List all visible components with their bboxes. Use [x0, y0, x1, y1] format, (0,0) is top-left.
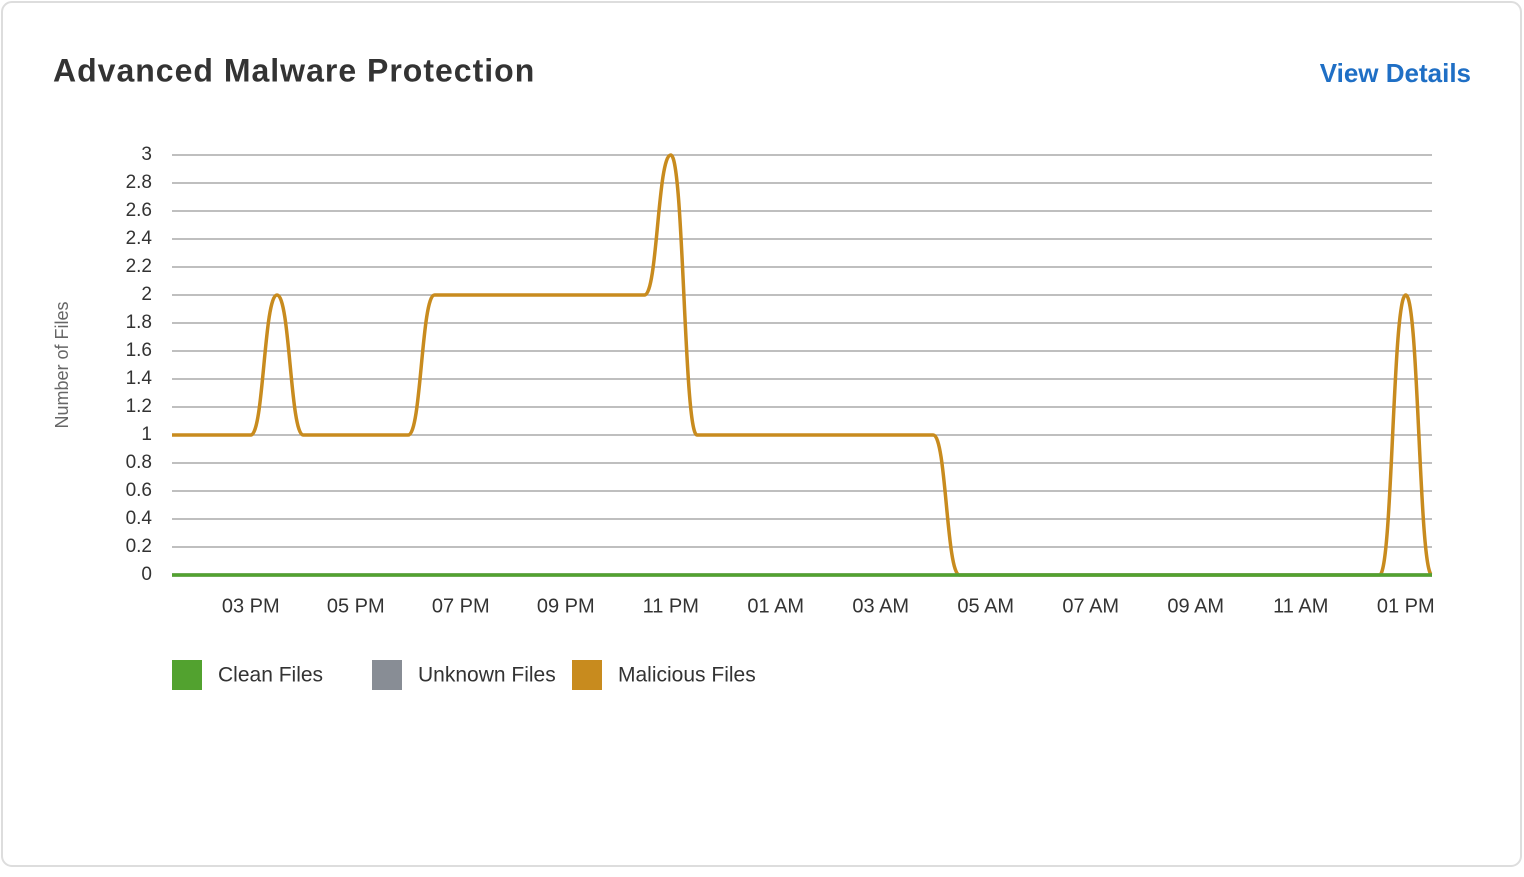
x-tick-label: 01 AM: [747, 595, 804, 617]
legend-label: Unknown Files: [418, 664, 556, 687]
card-title: Advanced Malware Protection: [53, 52, 535, 88]
x-tick-label: 11 PM: [643, 595, 699, 617]
y-tick-label: 1.4: [126, 368, 153, 389]
x-tick-label: 03 PM: [222, 595, 280, 617]
view-details-link[interactable]: View Details: [1320, 58, 1471, 88]
x-tick-label: 05 AM: [957, 595, 1014, 617]
series-line: [172, 153, 1434, 577]
y-tick-label: 0.2: [126, 536, 152, 557]
x-tick-label: 09 PM: [537, 595, 595, 617]
x-tick-label: 03 AM: [852, 595, 909, 617]
y-tick-label: 2: [141, 284, 152, 305]
y-tick-label: 1.2: [126, 396, 152, 417]
y-tick-label: 1: [141, 424, 152, 445]
legend-swatch: [172, 660, 202, 690]
x-tick-label: 09 AM: [1167, 595, 1224, 617]
x-tick-label: 11 AM: [1273, 595, 1328, 617]
legend-label: Clean Files: [218, 664, 323, 687]
y-tick-label: 2.8: [126, 172, 152, 193]
y-tick-label: 3: [141, 144, 152, 165]
x-tick-label: 07 AM: [1062, 595, 1119, 617]
y-tick-label: 2.2: [126, 256, 152, 277]
y-axis-label: Number of Files: [52, 301, 72, 428]
y-tick-label: 0: [141, 564, 152, 585]
x-tick-label: 05 PM: [327, 595, 385, 617]
y-tick-label: 1.6: [126, 340, 152, 361]
y-tick-label: 0.4: [126, 508, 153, 529]
legend-swatch: [372, 660, 402, 690]
y-tick-label: 2.4: [126, 228, 153, 249]
y-tick-label: 1.8: [126, 312, 152, 333]
x-tick-label: 01 PM: [1377, 595, 1435, 617]
y-tick-label: 0.8: [126, 452, 152, 473]
x-tick-label: 07 PM: [432, 595, 490, 617]
legend-label: Malicious Files: [618, 664, 756, 687]
y-tick-label: 0.6: [126, 480, 152, 501]
legend-swatch: [572, 660, 602, 690]
y-tick-label: 2.6: [126, 200, 152, 221]
